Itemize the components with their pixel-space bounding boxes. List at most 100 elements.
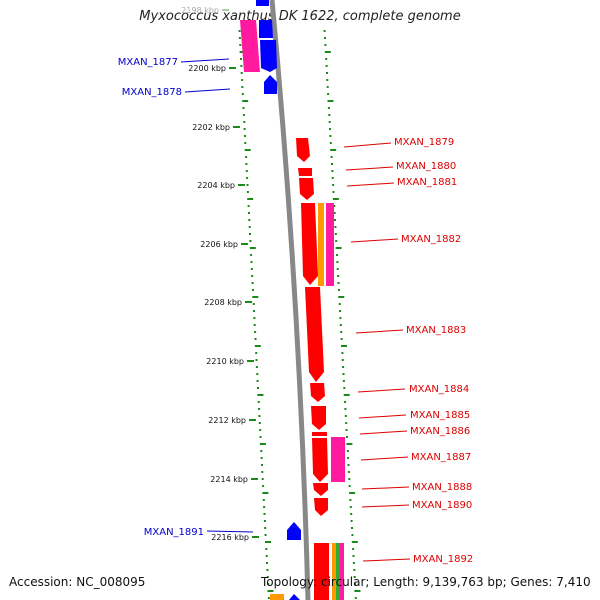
gc-dot <box>343 394 350 396</box>
gc-dot <box>336 268 339 270</box>
gc-dot <box>242 114 245 116</box>
gene-label[interactable]: MXAN_1885 <box>410 410 470 421</box>
feature-block[interactable] <box>340 543 344 600</box>
gc-dot <box>258 422 261 424</box>
gene-arrow[interactable] <box>314 498 328 516</box>
gc-dot <box>336 254 338 256</box>
gc-dot <box>333 212 336 214</box>
gc-dot <box>244 149 251 151</box>
gene-arrow[interactable] <box>270 594 284 600</box>
gc-dot <box>350 513 353 515</box>
gene-arrow[interactable] <box>299 178 314 200</box>
gene-label[interactable]: MXAN_1881 <box>397 177 457 188</box>
gene-label[interactable]: MXAN_1883 <box>406 325 466 336</box>
gc-dot <box>255 352 258 354</box>
gc-dot <box>330 149 337 151</box>
feature-block[interactable] <box>240 20 260 72</box>
gene-arrow[interactable] <box>260 40 277 72</box>
gc-dot <box>249 240 252 242</box>
gene-arrow[interactable] <box>314 543 329 600</box>
gc-dot <box>339 324 342 326</box>
gene-arrow[interactable] <box>296 138 310 162</box>
gc-dot <box>348 485 351 487</box>
feature-block[interactable] <box>331 437 345 482</box>
gene-label[interactable]: MXAN_1892 <box>413 554 473 565</box>
gc-dot <box>244 135 246 137</box>
gc-dot <box>267 590 274 592</box>
gc-dot <box>264 527 267 529</box>
gene-arrow[interactable] <box>313 483 328 496</box>
gc-dot <box>255 359 258 361</box>
label-leader <box>357 388 406 393</box>
gc-dot <box>328 121 331 123</box>
gc-dot <box>332 198 339 200</box>
gc-dot <box>326 79 329 81</box>
gc-dot <box>324 51 331 53</box>
gc-dot <box>265 548 268 550</box>
gene-arrow[interactable] <box>256 0 269 6</box>
label-leader <box>361 486 410 490</box>
gene-label[interactable]: MXAN_1878 <box>122 87 182 98</box>
gc-dot <box>330 156 333 158</box>
gc-dot <box>257 394 264 396</box>
gene-label[interactable]: MXAN_1891 <box>144 527 204 538</box>
gc-dot <box>346 443 353 445</box>
scale-label: 2216 kbp <box>211 533 249 542</box>
scale-tick <box>241 243 248 245</box>
gene-arrow[interactable] <box>301 203 318 285</box>
gc-dot <box>267 597 270 599</box>
scale-label: 2214 kbp <box>210 475 248 484</box>
gc-dot <box>246 184 249 186</box>
scale-tick <box>229 67 236 69</box>
gene-label[interactable]: MXAN_1884 <box>409 384 469 395</box>
forward-gene-labels: MXAN_1879 MXAN_1880 MXAN_1881 MXAN_1882 … <box>343 137 473 565</box>
gc-dot <box>344 415 347 417</box>
gene-arrow[interactable] <box>287 522 301 540</box>
label-leader <box>184 88 231 93</box>
gene-label[interactable]: MXAN_1886 <box>410 426 470 437</box>
gc-dot <box>354 590 361 592</box>
feature-block[interactable] <box>318 203 324 286</box>
gene-label[interactable]: MXAN_1887 <box>411 452 471 463</box>
scale-tick <box>247 360 254 362</box>
gc-dot <box>253 324 256 326</box>
gc-dot <box>263 513 266 515</box>
gene-arrow[interactable] <box>289 594 300 600</box>
gc-dot <box>248 212 250 214</box>
gc-dot <box>331 170 334 172</box>
feature-block[interactable] <box>326 203 334 286</box>
gc-dot <box>256 373 259 375</box>
gc-dot <box>261 464 263 466</box>
gc-dot <box>344 401 347 403</box>
gc-dot <box>251 289 254 291</box>
feature-block[interactable] <box>332 543 336 600</box>
gene-label[interactable]: MXAN_1882 <box>401 234 461 245</box>
gc-dot <box>346 436 348 438</box>
gene-label[interactable]: MXAN_1890 <box>412 500 472 511</box>
gene-label[interactable]: MXAN_1888 <box>412 482 472 493</box>
gene-arrow[interactable] <box>312 438 328 482</box>
gc-dot <box>245 156 248 158</box>
gc-dot <box>349 506 352 508</box>
gc-dot <box>324 44 327 46</box>
scale-tick <box>233 126 240 128</box>
gene-arrow[interactable] <box>259 20 273 38</box>
feature-block[interactable] <box>336 543 340 600</box>
gene-arrow[interactable] <box>312 432 327 436</box>
gene-arrow[interactable] <box>311 406 326 430</box>
gene-arrow[interactable] <box>305 287 324 382</box>
gc-dot <box>242 100 249 102</box>
feature-track <box>240 20 345 600</box>
gene-label[interactable]: MXAN_1877 <box>118 57 178 68</box>
gc-dot <box>338 296 345 298</box>
gc-dot <box>350 520 353 522</box>
gene-arrow[interactable] <box>310 383 325 402</box>
gene-label[interactable]: MXAN_1879 <box>394 137 454 148</box>
gene-arrow[interactable] <box>264 75 277 94</box>
gene-arrow[interactable] <box>298 168 312 176</box>
gc-dot <box>343 387 346 389</box>
gc-dot <box>246 191 249 193</box>
gene-label[interactable]: MXAN_1880 <box>396 161 456 172</box>
gc-dot <box>249 233 251 235</box>
gc-dot <box>245 170 248 172</box>
